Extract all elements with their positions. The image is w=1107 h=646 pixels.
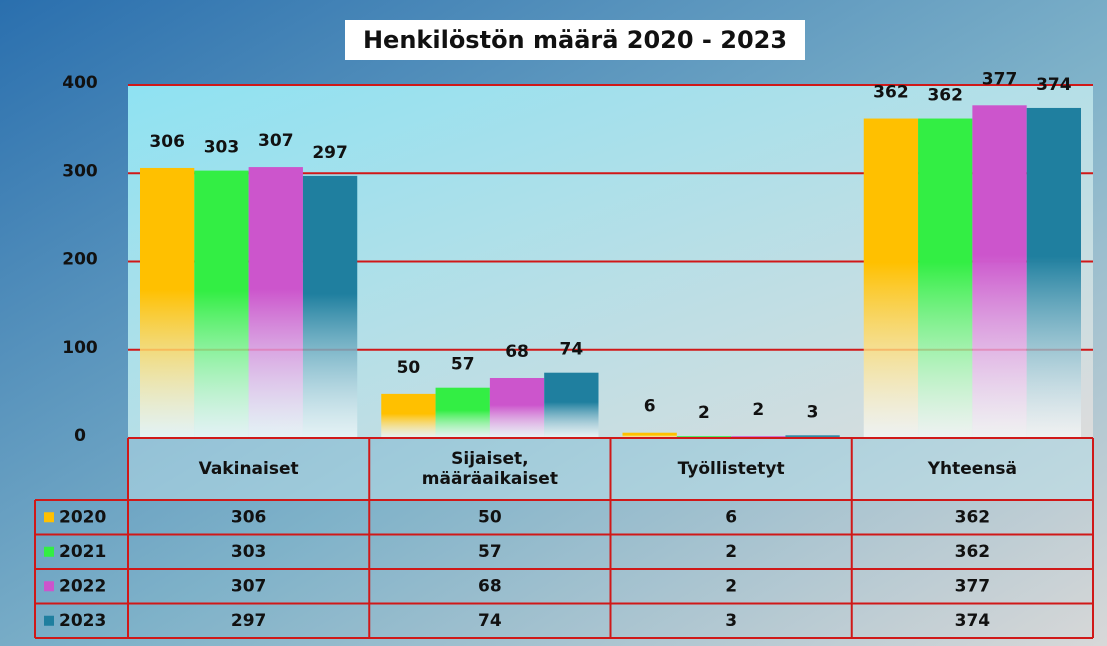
data-label: 362 bbox=[873, 83, 909, 103]
table-header-cell: Sijaiset, määräaikaiset bbox=[369, 438, 610, 500]
data-label: 68 bbox=[505, 342, 529, 362]
header-wrap: Vakinaiset bbox=[128, 438, 369, 500]
header-wrap: Työllistetyt bbox=[611, 438, 852, 500]
table-cell: 6 bbox=[725, 507, 737, 527]
legend-label: 2020 bbox=[59, 507, 106, 527]
table-cell: 3 bbox=[725, 611, 737, 631]
table-cell: 50 bbox=[478, 507, 502, 527]
data-label: 362 bbox=[927, 86, 963, 106]
legend-swatch bbox=[44, 512, 54, 523]
table-header-cell: Vakinaiset bbox=[128, 438, 369, 500]
category-label: Vakinaiset bbox=[198, 459, 299, 479]
table-cell: 306 bbox=[231, 507, 267, 527]
category-label: Yhteensä bbox=[927, 459, 1018, 479]
legend-swatch bbox=[44, 546, 54, 557]
table-cell: 68 bbox=[478, 576, 502, 596]
y-tick-label: 400 bbox=[62, 73, 98, 93]
table-cell: 374 bbox=[955, 611, 991, 631]
table-cell: 2 bbox=[725, 576, 737, 596]
data-label: 2 bbox=[752, 400, 764, 420]
data-label: 303 bbox=[204, 138, 240, 158]
data-label: 6 bbox=[644, 397, 656, 417]
bar bbox=[489, 377, 545, 438]
header-wrap: Yhteensä bbox=[852, 438, 1093, 500]
table-cell: 362 bbox=[955, 542, 991, 562]
bar bbox=[194, 170, 249, 439]
data-label: 2 bbox=[698, 403, 710, 423]
header-wrap: Sijaiset, määräaikaiset bbox=[369, 438, 610, 500]
data-label: 306 bbox=[149, 132, 185, 152]
category-label: Työllistetyt bbox=[677, 459, 785, 479]
table-cell: 377 bbox=[955, 576, 991, 596]
bar bbox=[435, 387, 490, 438]
legend-swatch bbox=[44, 581, 54, 592]
bar bbox=[785, 435, 840, 438]
y-tick-label: 200 bbox=[62, 250, 98, 270]
bar bbox=[544, 372, 599, 438]
data-label: 50 bbox=[397, 358, 421, 378]
bar bbox=[972, 105, 1027, 439]
bar bbox=[863, 118, 919, 438]
table-cell: 362 bbox=[955, 507, 991, 527]
y-tick-label: 0 bbox=[74, 426, 86, 446]
data-label: 74 bbox=[560, 340, 584, 360]
data-label: 307 bbox=[258, 131, 294, 151]
legend-swatch bbox=[44, 615, 54, 626]
bar bbox=[140, 167, 195, 438]
legend-label: 2021 bbox=[59, 542, 106, 562]
bar bbox=[302, 175, 358, 438]
table-cell: 297 bbox=[231, 611, 267, 631]
table-header-cell: Yhteensä bbox=[852, 438, 1093, 500]
data-label: 57 bbox=[451, 355, 475, 375]
bar bbox=[381, 393, 436, 438]
bar bbox=[918, 118, 973, 438]
table-cell: 2 bbox=[725, 542, 737, 562]
y-tick-label: 100 bbox=[62, 338, 98, 358]
title-box bbox=[345, 20, 805, 60]
table-cell: 303 bbox=[231, 542, 267, 562]
bar bbox=[622, 432, 677, 438]
y-tick-label: 300 bbox=[62, 161, 98, 181]
table-header-cell: Työllistetyt bbox=[611, 438, 852, 500]
legend-label: 2023 bbox=[59, 611, 106, 631]
table-cell: 74 bbox=[478, 611, 502, 631]
data-label: 297 bbox=[312, 143, 348, 163]
data-label: 377 bbox=[982, 69, 1018, 89]
data-label: 374 bbox=[1036, 75, 1072, 95]
table-cell: 307 bbox=[231, 576, 267, 596]
bar bbox=[248, 167, 303, 438]
data-label: 3 bbox=[807, 402, 819, 422]
legend-label: 2022 bbox=[59, 576, 106, 596]
bar bbox=[1026, 107, 1081, 438]
table-cell: 57 bbox=[478, 542, 502, 562]
category-label: Sijaiset, määräaikaiset bbox=[421, 449, 558, 489]
chart-title: Henkilöstön määrä 2020 - 2023 bbox=[363, 26, 787, 54]
